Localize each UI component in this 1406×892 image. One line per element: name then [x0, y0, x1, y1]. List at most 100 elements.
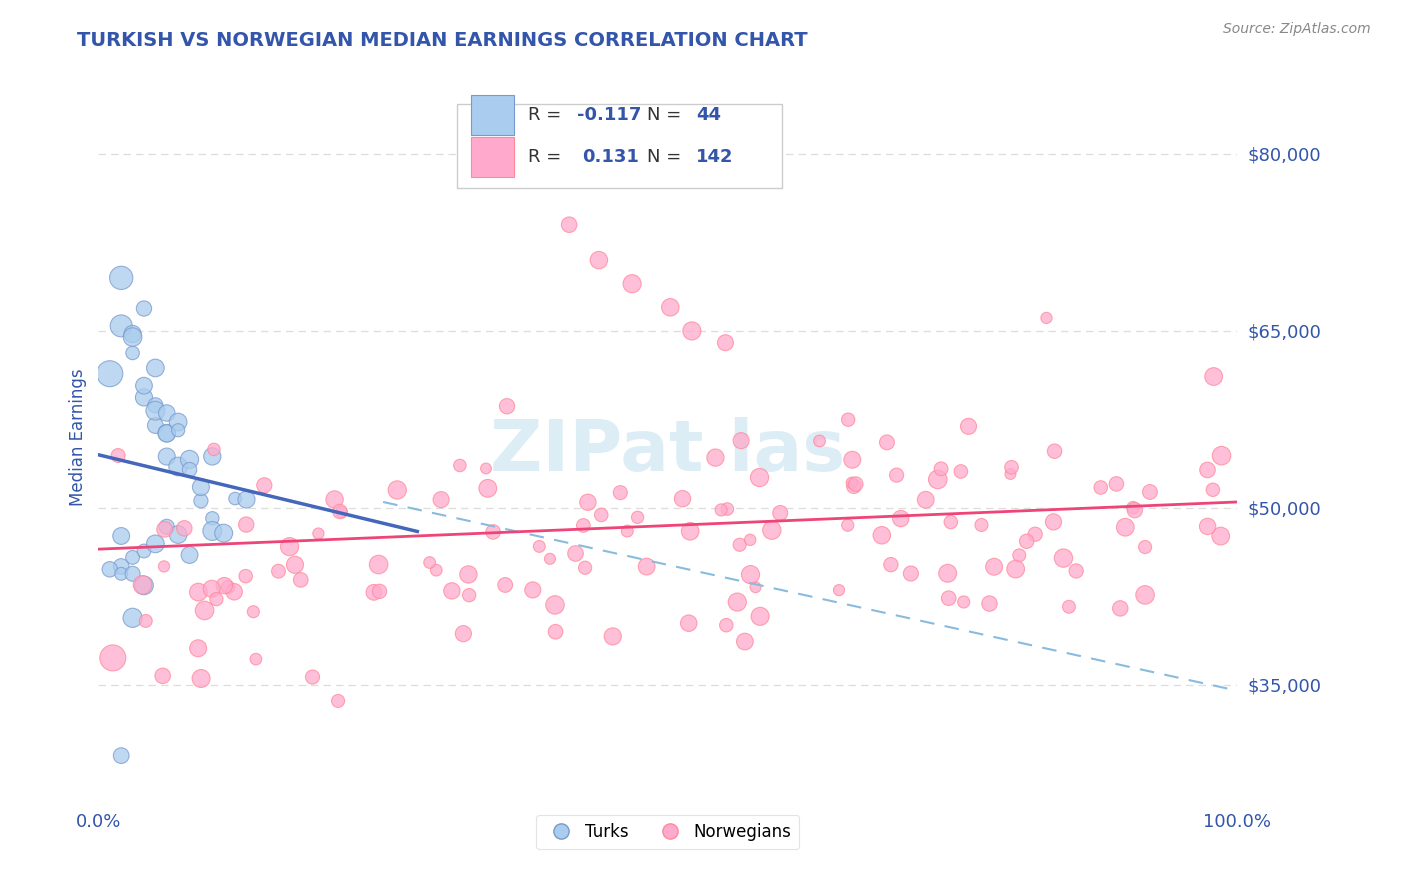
Point	[769, 506, 792, 520]
Point	[173, 521, 195, 535]
Point	[621, 277, 644, 291]
Point	[110, 318, 132, 333]
Point	[329, 504, 352, 518]
Point	[900, 566, 922, 581]
Point	[1197, 519, 1219, 533]
FancyBboxPatch shape	[471, 136, 515, 177]
Point	[253, 478, 276, 492]
Point	[201, 582, 224, 596]
Text: R =: R =	[527, 148, 572, 166]
Point	[224, 491, 246, 506]
Point	[425, 563, 447, 577]
Point	[841, 452, 863, 467]
Point	[761, 523, 783, 537]
Point	[734, 634, 756, 648]
Point	[710, 503, 733, 517]
Point	[929, 462, 952, 476]
Point	[529, 540, 551, 554]
Text: 44: 44	[696, 106, 721, 124]
Point	[979, 597, 1001, 611]
Point	[167, 527, 190, 541]
Point	[284, 558, 307, 572]
Point	[870, 528, 893, 542]
Text: Source: ZipAtlas.com: Source: ZipAtlas.com	[1223, 22, 1371, 37]
Point	[132, 391, 155, 405]
Point	[214, 579, 236, 593]
Point	[957, 419, 980, 434]
Point	[457, 567, 479, 582]
Point	[156, 520, 179, 534]
FancyBboxPatch shape	[471, 95, 515, 135]
Point	[190, 480, 212, 494]
Point	[602, 629, 624, 643]
Point	[167, 459, 190, 474]
Point	[107, 449, 129, 463]
Point	[135, 614, 157, 628]
Point	[132, 378, 155, 392]
Point	[749, 609, 772, 624]
Point	[201, 511, 224, 525]
Point	[193, 603, 215, 617]
Point	[453, 626, 475, 640]
Point	[538, 551, 561, 566]
Text: 0.131: 0.131	[582, 148, 640, 166]
Point	[145, 403, 167, 417]
Point	[681, 324, 703, 338]
Point	[475, 461, 498, 475]
Point	[842, 479, 865, 493]
Point	[744, 580, 766, 594]
Point	[678, 616, 700, 631]
Point	[235, 569, 257, 583]
Point	[952, 595, 974, 609]
Point	[187, 641, 209, 656]
Point	[110, 271, 132, 285]
Point	[876, 435, 898, 450]
Point	[98, 367, 121, 381]
Point	[110, 559, 132, 574]
Point	[368, 584, 391, 599]
Point	[616, 524, 638, 538]
Point	[1211, 449, 1233, 463]
Point	[576, 495, 599, 509]
Point	[440, 583, 463, 598]
Point	[880, 558, 903, 572]
Point	[496, 399, 519, 413]
Point	[609, 485, 631, 500]
Point	[1109, 601, 1132, 615]
Point	[1090, 481, 1112, 495]
Point	[704, 450, 727, 465]
Point	[156, 406, 179, 420]
Point	[1008, 549, 1031, 563]
Point	[659, 301, 682, 315]
Point	[167, 415, 190, 429]
Point	[132, 544, 155, 558]
Point	[728, 538, 751, 552]
Text: -0.117: -0.117	[576, 106, 641, 124]
Point	[167, 423, 190, 437]
FancyBboxPatch shape	[457, 104, 782, 188]
Point	[1057, 599, 1080, 614]
Point	[121, 566, 143, 581]
Point	[740, 567, 762, 582]
Point	[307, 526, 329, 541]
Point	[1064, 564, 1087, 578]
Point	[145, 361, 167, 376]
Point	[330, 505, 353, 519]
Point	[544, 598, 567, 612]
Point	[145, 537, 167, 551]
Point	[1000, 467, 1022, 481]
Point	[132, 578, 155, 592]
Point	[101, 651, 124, 665]
Point	[636, 559, 658, 574]
Point	[1015, 534, 1038, 549]
Point	[748, 470, 770, 484]
Point	[1024, 527, 1046, 541]
Y-axis label: Median Earnings: Median Earnings	[69, 368, 87, 506]
Point	[1202, 483, 1225, 497]
Point	[679, 524, 702, 539]
Point	[1122, 500, 1144, 515]
Point	[1052, 551, 1074, 566]
Point	[301, 670, 323, 684]
Point	[886, 468, 908, 483]
Point	[949, 465, 972, 479]
